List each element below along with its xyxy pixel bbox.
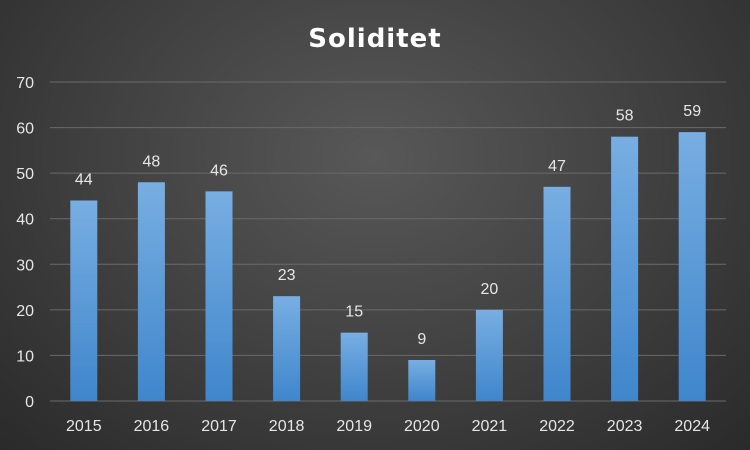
data-label-2021: 20 xyxy=(481,281,499,298)
y-tick-label: 70 xyxy=(16,75,34,92)
y-tick-label: 0 xyxy=(25,394,34,411)
bar-2023 xyxy=(611,136,639,401)
data-label-2016: 48 xyxy=(143,153,161,170)
data-label-2019: 15 xyxy=(345,304,363,321)
data-label-2015: 44 xyxy=(75,171,93,188)
data-label-2023: 58 xyxy=(616,108,634,125)
y-tick-label: 10 xyxy=(16,348,34,365)
bar-2015 xyxy=(70,200,98,401)
chart-title: Soliditet xyxy=(308,24,441,54)
x-tick-label-2020: 2020 xyxy=(404,418,440,435)
bar-2016 xyxy=(137,182,165,401)
y-tick-label: 30 xyxy=(16,257,34,274)
x-tick-label-2023: 2023 xyxy=(607,418,643,435)
data-label-2024: 59 xyxy=(683,103,701,120)
x-axis-ticks: 2015 2016 2017 2018 2019 2020 2021 2022 2023 2024 xyxy=(66,418,710,435)
data-label-2018: 23 xyxy=(278,267,296,284)
y-tick-label: 50 xyxy=(16,166,34,183)
x-tick-label-2018: 2018 xyxy=(269,418,305,435)
bar-2019 xyxy=(340,332,368,401)
y-tick-label: 40 xyxy=(16,212,34,229)
y-tick-label: 20 xyxy=(16,303,34,320)
bar-2021 xyxy=(475,309,503,401)
x-tick-label-2017: 2017 xyxy=(201,418,237,435)
x-tick-label-2021: 2021 xyxy=(472,418,508,435)
x-tick-label-2015: 2015 xyxy=(66,418,102,435)
y-tick-label: 60 xyxy=(16,121,34,138)
data-labels: 44 48 46 23 15 9 20 47 58 59 xyxy=(75,103,701,348)
data-label-2020: 9 xyxy=(417,331,426,348)
x-tick-label-2024: 2024 xyxy=(674,418,710,435)
x-tick-label-2016: 2016 xyxy=(134,418,170,435)
bars xyxy=(70,132,706,401)
data-label-2022: 47 xyxy=(548,158,566,175)
data-label-2017: 46 xyxy=(210,162,228,179)
bar-2024 xyxy=(678,132,706,401)
bar-2017 xyxy=(205,191,233,401)
y-axis-ticks: 0 10 20 30 40 50 60 70 xyxy=(16,75,34,411)
bar-2022 xyxy=(543,186,571,401)
x-tick-label-2022: 2022 xyxy=(539,418,575,435)
bar-2020 xyxy=(408,359,436,401)
bar-2018 xyxy=(273,296,301,401)
x-tick-label-2019: 2019 xyxy=(336,418,372,435)
